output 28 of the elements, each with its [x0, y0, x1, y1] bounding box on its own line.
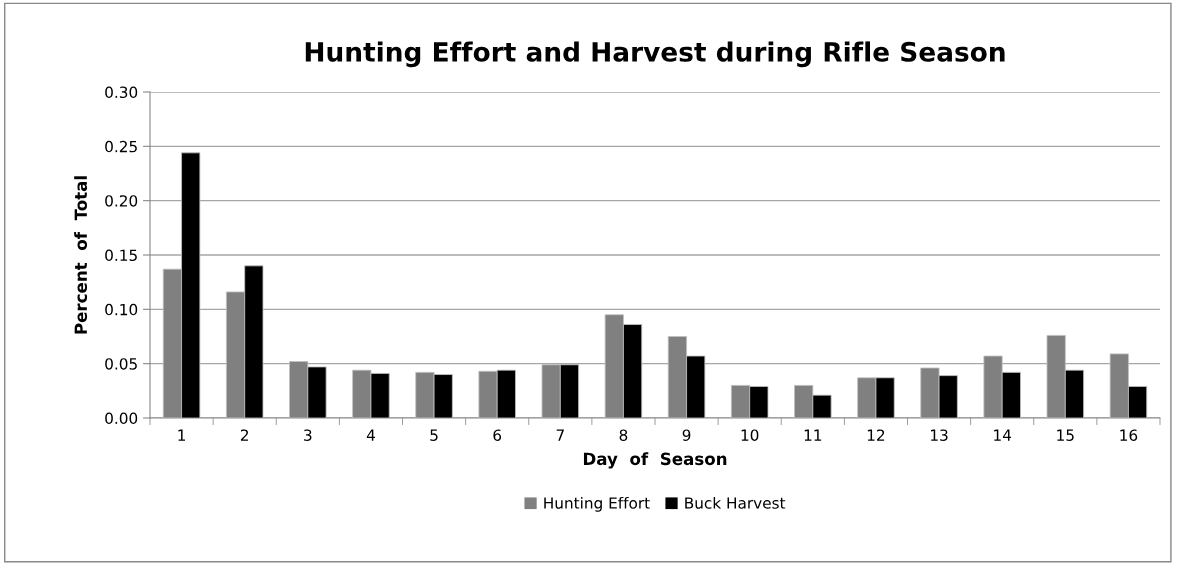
y-tick-label: 0.00	[105, 412, 138, 425]
x-tick-label: 11	[804, 429, 822, 441]
legend-label: Hunting Effort	[544, 496, 650, 512]
x-tick-label: 3	[304, 429, 312, 441]
y-tick-label: 0.20	[105, 195, 138, 207]
legend-label: Buck Harvest	[685, 496, 786, 509]
x-tick-label: 5	[430, 429, 438, 441]
x-tick-label: 13	[931, 429, 948, 441]
x-tick-label: 4	[366, 429, 375, 441]
x-tick-label: 16	[1120, 429, 1138, 441]
y-axis-title: Percent of Total	[74, 176, 88, 334]
x-tick-label: 12	[867, 429, 885, 441]
x-tick-label: 2	[240, 429, 249, 441]
x-tick-label: 10	[741, 429, 759, 441]
y-tick-label: 0.30	[105, 86, 138, 99]
x-tick-label: 15	[1057, 429, 1074, 441]
y-tick-label: 0.15	[105, 249, 137, 262]
x-axis-title: Day of Season	[583, 452, 727, 469]
chart-title: Hunting Effort and Harvest during Rifle Season	[305, 41, 1005, 68]
y-tick-label: 0.05	[105, 358, 137, 370]
y-tick-label: 0.25	[105, 140, 137, 153]
x-tick-label: 1	[178, 429, 186, 441]
x-tick-label: 6	[493, 429, 502, 441]
x-tick-label: 9	[682, 429, 691, 441]
x-tick-label: 7	[556, 429, 564, 441]
x-tick-label: 8	[619, 429, 628, 441]
x-tick-label: 14	[994, 429, 1012, 441]
y-tick-label: 0.10	[105, 303, 138, 316]
